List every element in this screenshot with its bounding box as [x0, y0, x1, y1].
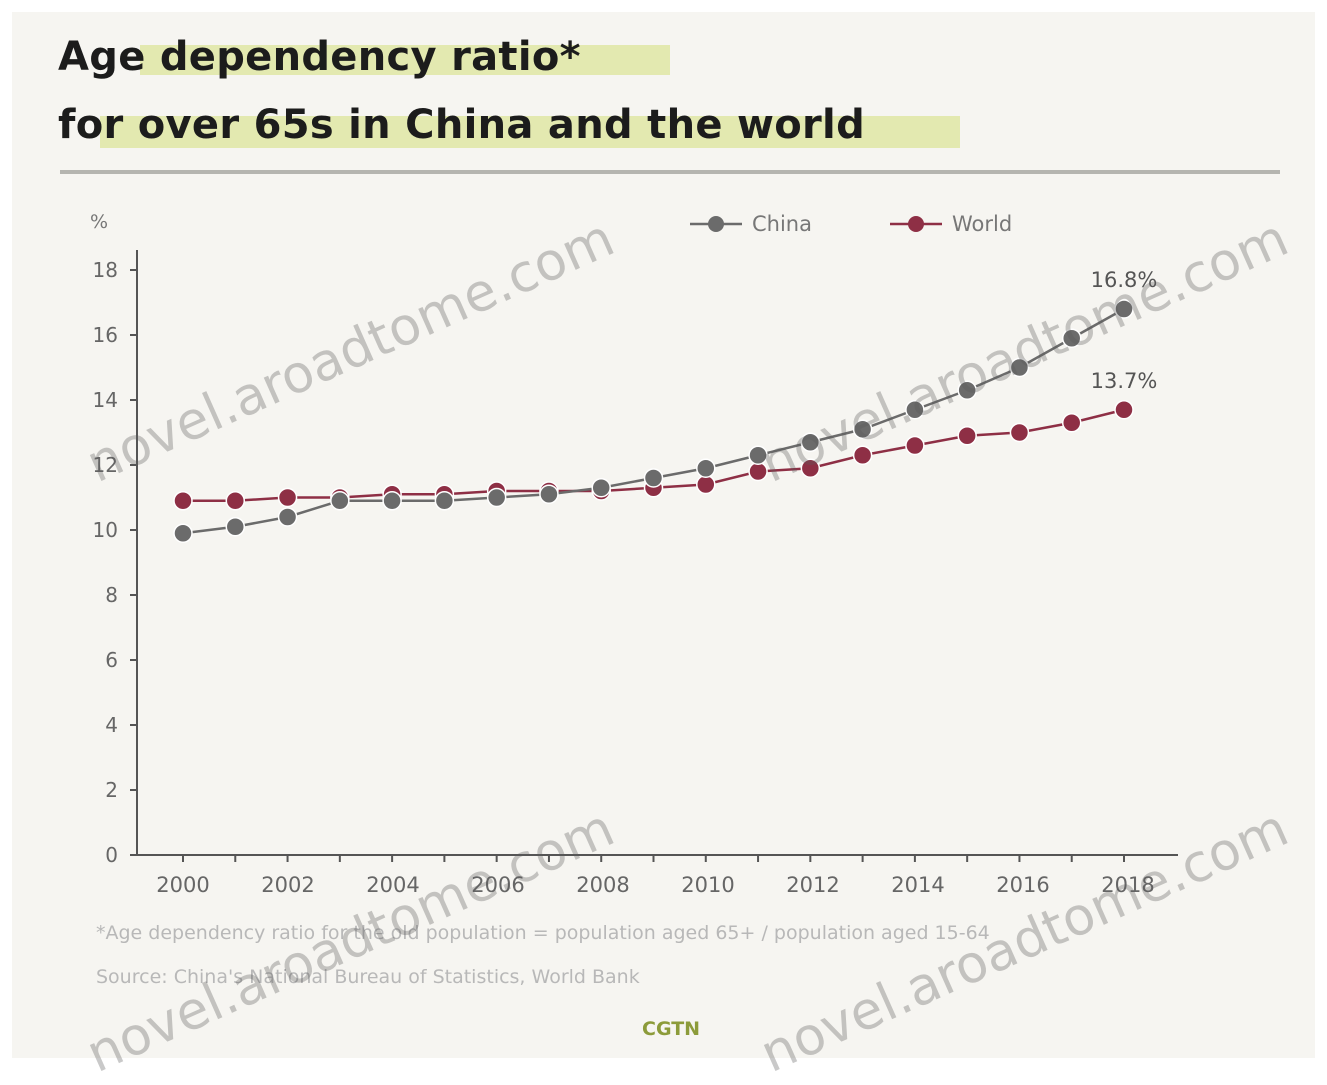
- china-data-point: [800, 432, 821, 452]
- y-tick-label: 6: [105, 648, 118, 672]
- y-tick-label: 2: [105, 778, 118, 802]
- china-data-point: [905, 400, 925, 420]
- y-tick-label: 16: [93, 323, 118, 347]
- china-data-point: [957, 380, 977, 400]
- x-tick-label: 2014: [891, 873, 944, 897]
- world-data-point: [277, 487, 298, 508]
- x-tick-label: 2000: [156, 873, 209, 897]
- china-data-point: [277, 507, 298, 527]
- world-data-label: 13.7%: [1091, 369, 1158, 393]
- footnote: *Age dependency ratio for the old popula…: [96, 922, 990, 944]
- china-data-point: [382, 491, 402, 511]
- chart-title-line-1: Age dependency ratio*: [58, 34, 581, 80]
- china-data-point: [591, 478, 611, 498]
- china-data-point: [748, 445, 768, 465]
- world-data-point: [1114, 400, 1134, 420]
- world-data-point: [173, 491, 193, 511]
- y-tick-label: 4: [105, 713, 118, 737]
- x-tick-label: 2008: [576, 873, 629, 897]
- title-rule: [60, 170, 1280, 174]
- y-tick-label: 12: [93, 453, 118, 477]
- china-data-point: [486, 487, 507, 508]
- legend-item-world: World: [890, 212, 1012, 236]
- x-tick-label: 2016: [996, 873, 1049, 897]
- chart-card: [12, 12, 1315, 1058]
- china-data-point: [1009, 357, 1030, 378]
- series-layer: 16.8% 13.7%: [173, 268, 1158, 543]
- y-tick-label: 14: [93, 388, 118, 412]
- title-highlight: [100, 116, 960, 148]
- world-data-point: [1061, 413, 1082, 433]
- title-highlight: [140, 45, 670, 75]
- source-note: Source: China's National Bureau of Stati…: [96, 966, 640, 988]
- world-data-point: [1009, 422, 1030, 443]
- china-data-point: [852, 419, 873, 439]
- x-tick-label: 2012: [786, 873, 839, 897]
- china-data-point: [434, 491, 455, 511]
- x-tick-label: 2018: [1101, 873, 1154, 897]
- chart-title-line-2: for over 65s in China and the world: [58, 102, 866, 148]
- y-axis-label: %: [90, 211, 108, 233]
- y-tick-label: 10: [93, 518, 118, 542]
- world-data-point: [696, 474, 716, 495]
- legend-label: World: [952, 212, 1012, 236]
- brand-logo: CGTN: [642, 1018, 701, 1040]
- china-data-point: [696, 458, 716, 478]
- china-data-point: [225, 517, 246, 537]
- world-data-point: [225, 491, 246, 511]
- world-data-point: [800, 458, 821, 478]
- legend-label: China: [752, 212, 812, 236]
- world-data-point: [852, 445, 873, 465]
- china-data-label: 16.8%: [1091, 268, 1158, 292]
- y-tick-label: 18: [93, 258, 118, 282]
- legend-item-china: China: [690, 212, 812, 236]
- legend: China World: [690, 212, 1012, 236]
- china-data-point: [1114, 299, 1134, 319]
- china-data-point: [173, 523, 193, 543]
- china-data-point: [539, 484, 559, 504]
- x-tick-label: 2010: [681, 873, 734, 897]
- x-tick-label: 2002: [261, 873, 314, 897]
- y-tick-label: 8: [105, 583, 118, 607]
- y-tick-label: 0: [105, 843, 118, 867]
- axes: 0 2 4 6 8 10 12 14 16 18 2000 2002 2004 2006 2008 2010 2…: [93, 250, 1178, 897]
- china-series-line: [182, 307, 1125, 535]
- legend-marker: [708, 216, 724, 232]
- x-tick-label: 2006: [471, 873, 524, 897]
- china-data-point: [330, 491, 350, 511]
- legend-marker: [908, 216, 924, 232]
- china-data-point: [643, 468, 664, 488]
- world-data-point: [905, 435, 925, 456]
- world-data-point: [748, 461, 768, 482]
- china-data-point: [1061, 328, 1082, 348]
- x-tick-label: 2004: [366, 873, 419, 897]
- world-data-point: [957, 426, 977, 446]
